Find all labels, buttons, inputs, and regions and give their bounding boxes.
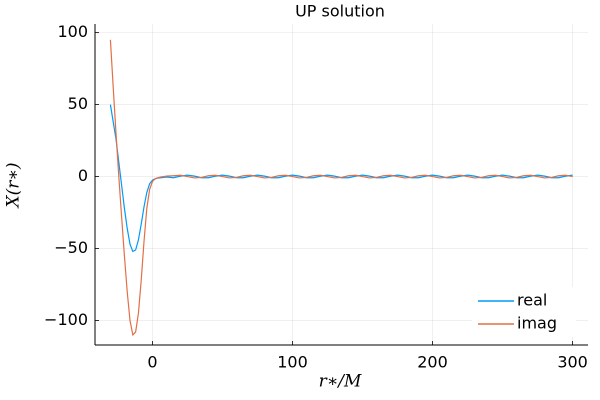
x-tick-label: 200 <box>417 353 448 372</box>
x-tick-label: 300 <box>557 353 588 372</box>
y-axis-label: X(r∗) <box>4 162 24 209</box>
data-line <box>109 39 573 337</box>
x-tick-label: 0 <box>147 353 157 372</box>
y-tick-label: 0 <box>78 166 88 185</box>
y-tick-label: 50 <box>68 94 88 113</box>
x-axis-label: r∗/M <box>319 372 362 392</box>
legend-label: real <box>517 291 547 310</box>
y-tick-label: −100 <box>44 310 88 329</box>
x-tick-label: 100 <box>277 353 308 372</box>
y-tick-label: 100 <box>57 22 88 41</box>
legend-box <box>472 287 576 337</box>
legend-label: imag <box>517 314 557 333</box>
chart-title: UP solution <box>295 2 385 21</box>
y-tick-label: −50 <box>54 238 88 257</box>
